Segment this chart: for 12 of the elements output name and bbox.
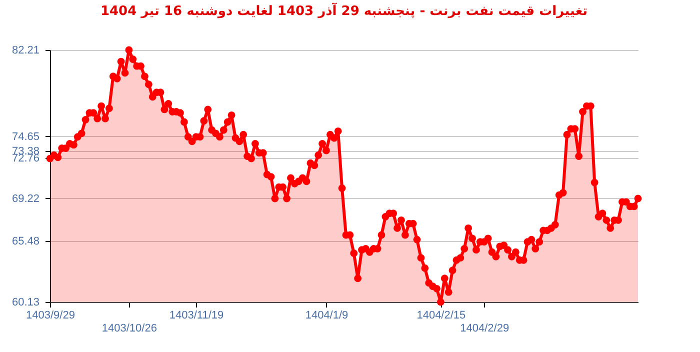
x-tick-label: 1403/9/29 bbox=[26, 310, 75, 322]
chart-title: تغییرات قیمت نفت برنت - پنجشنبه 29 آذر 1403 لغایت دوشنبه 16 تیر 1404 bbox=[100, 2, 588, 19]
x-tick-label: 1404/2/15 bbox=[416, 310, 466, 322]
x-tick-label: 1403/11/19 bbox=[169, 310, 224, 322]
y-tick-label: 60.13 bbox=[12, 296, 40, 308]
y-tick-label: 82.21 bbox=[12, 44, 40, 56]
x-tick-label: 1404/2/29 bbox=[460, 322, 510, 334]
y-tick-label: 65.48 bbox=[12, 235, 40, 248]
x-tick-label: 1404/1/9 bbox=[305, 310, 348, 322]
y-tick-label: 69.22 bbox=[12, 192, 40, 205]
x-tick-label: 1403/10/26 bbox=[102, 322, 157, 334]
y-tick-label: 74.65 bbox=[12, 130, 40, 143]
